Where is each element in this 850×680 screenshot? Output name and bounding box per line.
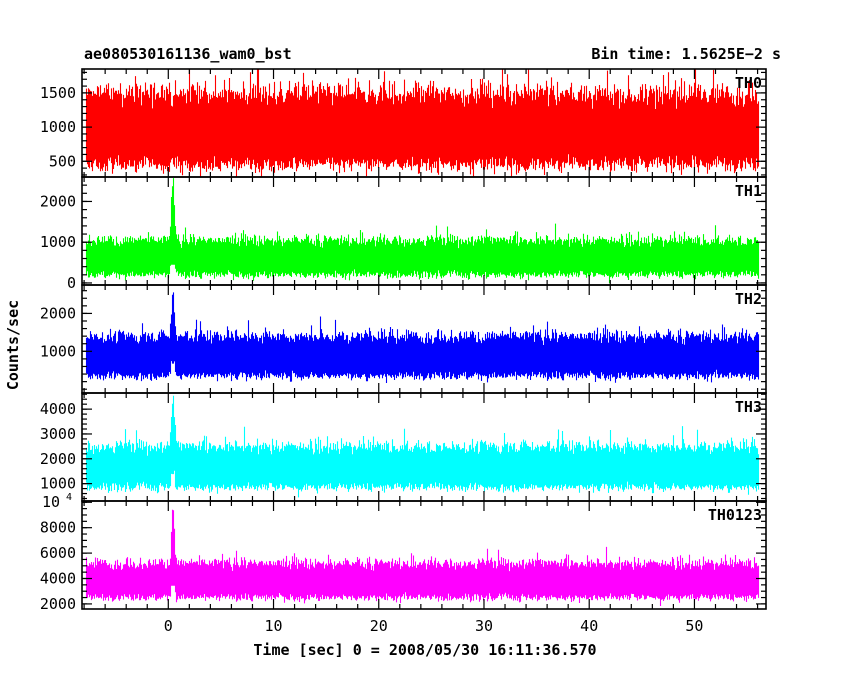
y-tick-label: 8000	[40, 519, 76, 537]
series-th2	[85, 292, 760, 383]
y-tick-label: 1000	[40, 475, 76, 493]
panel-name-label: TH0123	[708, 506, 762, 524]
x-tick-label: 20	[370, 617, 388, 635]
x-tick-label: 40	[580, 617, 598, 635]
y-tick-label: 1000	[40, 233, 76, 251]
series-th0123	[85, 509, 760, 606]
y-tick-label: 0	[67, 274, 76, 292]
y-tick-label: 500	[49, 152, 76, 170]
chart-title-right: Bin time: 1.5625E−2 s	[591, 45, 781, 63]
y-tick-label: 4000	[40, 400, 76, 418]
y-tick-label: 3000	[40, 425, 76, 443]
panel-name-label: TH0	[735, 74, 762, 92]
y-axis-label: Counts/sec	[4, 300, 22, 390]
series-th3	[85, 395, 760, 498]
panel-th0123: 2000 4000 6000 8000 10 4 TH0123	[40, 492, 767, 613]
y-tick-label: 2000	[40, 192, 76, 210]
y-tick-label-exponent: 4	[66, 492, 72, 503]
y-tick-label: 1500	[40, 84, 76, 102]
x-tick-label: 0	[164, 617, 173, 635]
panels-group: 50010001500TH0010002000TH110002000TH2100…	[40, 68, 767, 635]
y-tick-label: 2000	[40, 595, 76, 613]
panel-th1: 0 1000 2000 TH1	[40, 176, 767, 292]
panel-th0: 500 1000 1500 TH0	[40, 68, 767, 178]
y-tick-label: 1000	[40, 118, 76, 136]
panel-th2: 1000 2000 TH2	[40, 284, 767, 394]
x-tick-label: 30	[475, 617, 493, 635]
y-tick-label: 2000	[40, 450, 76, 468]
panel-name-label: TH3	[735, 398, 762, 416]
y-tick-label: 2000	[40, 304, 76, 322]
x-tick-label: 10	[264, 617, 282, 635]
chart-title-left: ae080530161136_wam0_bst	[84, 45, 292, 63]
series-th1	[85, 178, 760, 284]
x-axis-label: Time [sec] 0 = 2008/05/30 16:11:36.570	[253, 641, 596, 659]
panel-th3: 1000 2000 3000 4000 TH3	[40, 392, 767, 502]
x-tick-label: 50	[685, 617, 703, 635]
series-th0	[85, 69, 760, 177]
y-tick-label-top: 10	[42, 493, 60, 511]
panel-name-label: TH1	[735, 182, 762, 200]
panel-name-label: TH2	[735, 290, 762, 308]
y-tick-label: 1000	[40, 342, 76, 360]
panel-frame	[81, 500, 767, 610]
y-tick-label: 4000	[40, 570, 76, 588]
y-tick-label: 6000	[40, 544, 76, 562]
